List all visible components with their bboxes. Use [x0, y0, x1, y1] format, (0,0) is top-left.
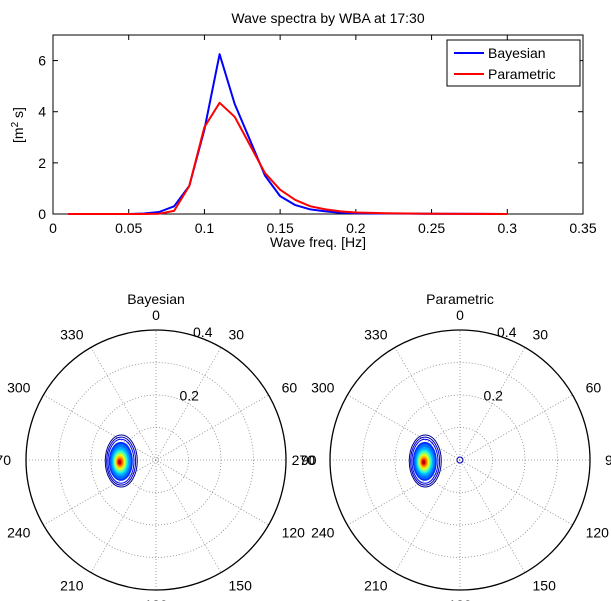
polar-angle-label: 240: [7, 525, 31, 541]
polar-angle-label: 270: [292, 452, 316, 468]
legend-label-bayesian: Bayesian: [488, 45, 546, 61]
polar-angle-label: 180: [448, 597, 472, 601]
line-chart-title: Wave spectra by WBA at 17:30: [231, 10, 424, 26]
polar-angle-label: 30: [533, 326, 549, 342]
contour-level: [106, 436, 137, 486]
legend-label-parametric: Parametric: [488, 66, 556, 82]
polar-angle-label: 270: [0, 452, 11, 468]
polar-angle-label: 30: [229, 326, 245, 342]
contour-level: [410, 436, 441, 486]
y-tick-label: 0: [38, 206, 46, 222]
contour-level: [118, 460, 122, 465]
series-line-parametric: [68, 101, 508, 215]
y-axis-label: [m2 s]: [10, 107, 26, 143]
polar-radius-label: 0.2: [484, 387, 504, 403]
polar-ring: [362, 362, 558, 558]
x-tick-label: 0.1: [195, 220, 215, 236]
polar-angle-label: 210: [364, 578, 388, 594]
polar-radius-label: 0.4: [497, 324, 517, 340]
polar-outer-circle: [25, 329, 287, 591]
legend-box: [446, 39, 581, 87]
polar-angle-label: 330: [364, 326, 388, 342]
polar-radius-label: 0.2: [180, 387, 200, 403]
polar-angle-label: 0: [152, 307, 160, 323]
polar-angle-label: 240: [311, 525, 335, 541]
x-tick-label: 0.05: [115, 220, 142, 236]
polar-spoke: [90, 347, 222, 573]
polar-angle-label: 0: [456, 307, 464, 323]
polar-angle-label: 90: [301, 452, 317, 468]
x-tick-label: 0: [49, 220, 57, 236]
polar-angle-label: 120: [586, 525, 610, 541]
polar-radius-label: 0.4: [193, 324, 213, 340]
polar-title-parametric: Parametric: [426, 291, 494, 307]
polar-angle-label: 180: [144, 597, 168, 601]
x-tick-label: 0.35: [569, 220, 596, 236]
x-tick-label: 0.3: [498, 220, 518, 236]
line-chart: Wave spectra by WBA at 17:30 0 0.05 0.1 0.1…: [10, 10, 597, 250]
x-tick-label: 0.15: [267, 220, 294, 236]
polar-angle-label: 300: [7, 380, 31, 396]
polar-angle-label: 120: [282, 525, 306, 541]
polar-ring: [58, 362, 254, 558]
series-lines: [68, 53, 508, 215]
contour-center-ring: [456, 456, 464, 464]
y-tick-label: 6: [38, 53, 46, 69]
y-tick-label: 4: [38, 104, 46, 120]
polar-angle-label: 330: [60, 326, 84, 342]
polar-angle-label: 90: [605, 452, 611, 468]
x-axis-ticks: 0 0.05 0.1 0.15 0.2 0.25 0.3 0.35: [49, 35, 597, 236]
polar-plot-bayesian: Bayesian 0 30 60 90 120 150 180 210 240 270 300 330…: [0, 291, 317, 601]
polar-plot-parametric: Parametric 0 30 60 90 120 150 180 210 240 270 300 3…: [292, 291, 611, 601]
contour-level: [408, 434, 442, 488]
polar-angle-label: 210: [60, 578, 84, 594]
polar-spoke: [394, 347, 526, 573]
x-axis-label: Wave freq. [Hz]: [270, 234, 366, 250]
contour-level: [104, 434, 138, 488]
x-tick-label: 0.2: [346, 220, 366, 236]
polar-angle-label: 150: [533, 578, 557, 594]
legend: Bayesian Parametric: [446, 39, 581, 87]
polar-angle-label: 60: [586, 380, 602, 396]
polar-outer-circle: [329, 329, 591, 591]
polar-angle-label: 300: [311, 380, 335, 396]
contour-level: [422, 460, 426, 465]
contour-level: [411, 438, 439, 484]
contour-level: [107, 438, 135, 484]
polar-angle-label: 60: [282, 380, 298, 396]
x-tick-label: 0.25: [418, 220, 445, 236]
y-tick-label: 2: [38, 155, 46, 171]
polar-title-bayesian: Bayesian: [127, 291, 185, 307]
polar-angle-label: 150: [229, 578, 253, 594]
